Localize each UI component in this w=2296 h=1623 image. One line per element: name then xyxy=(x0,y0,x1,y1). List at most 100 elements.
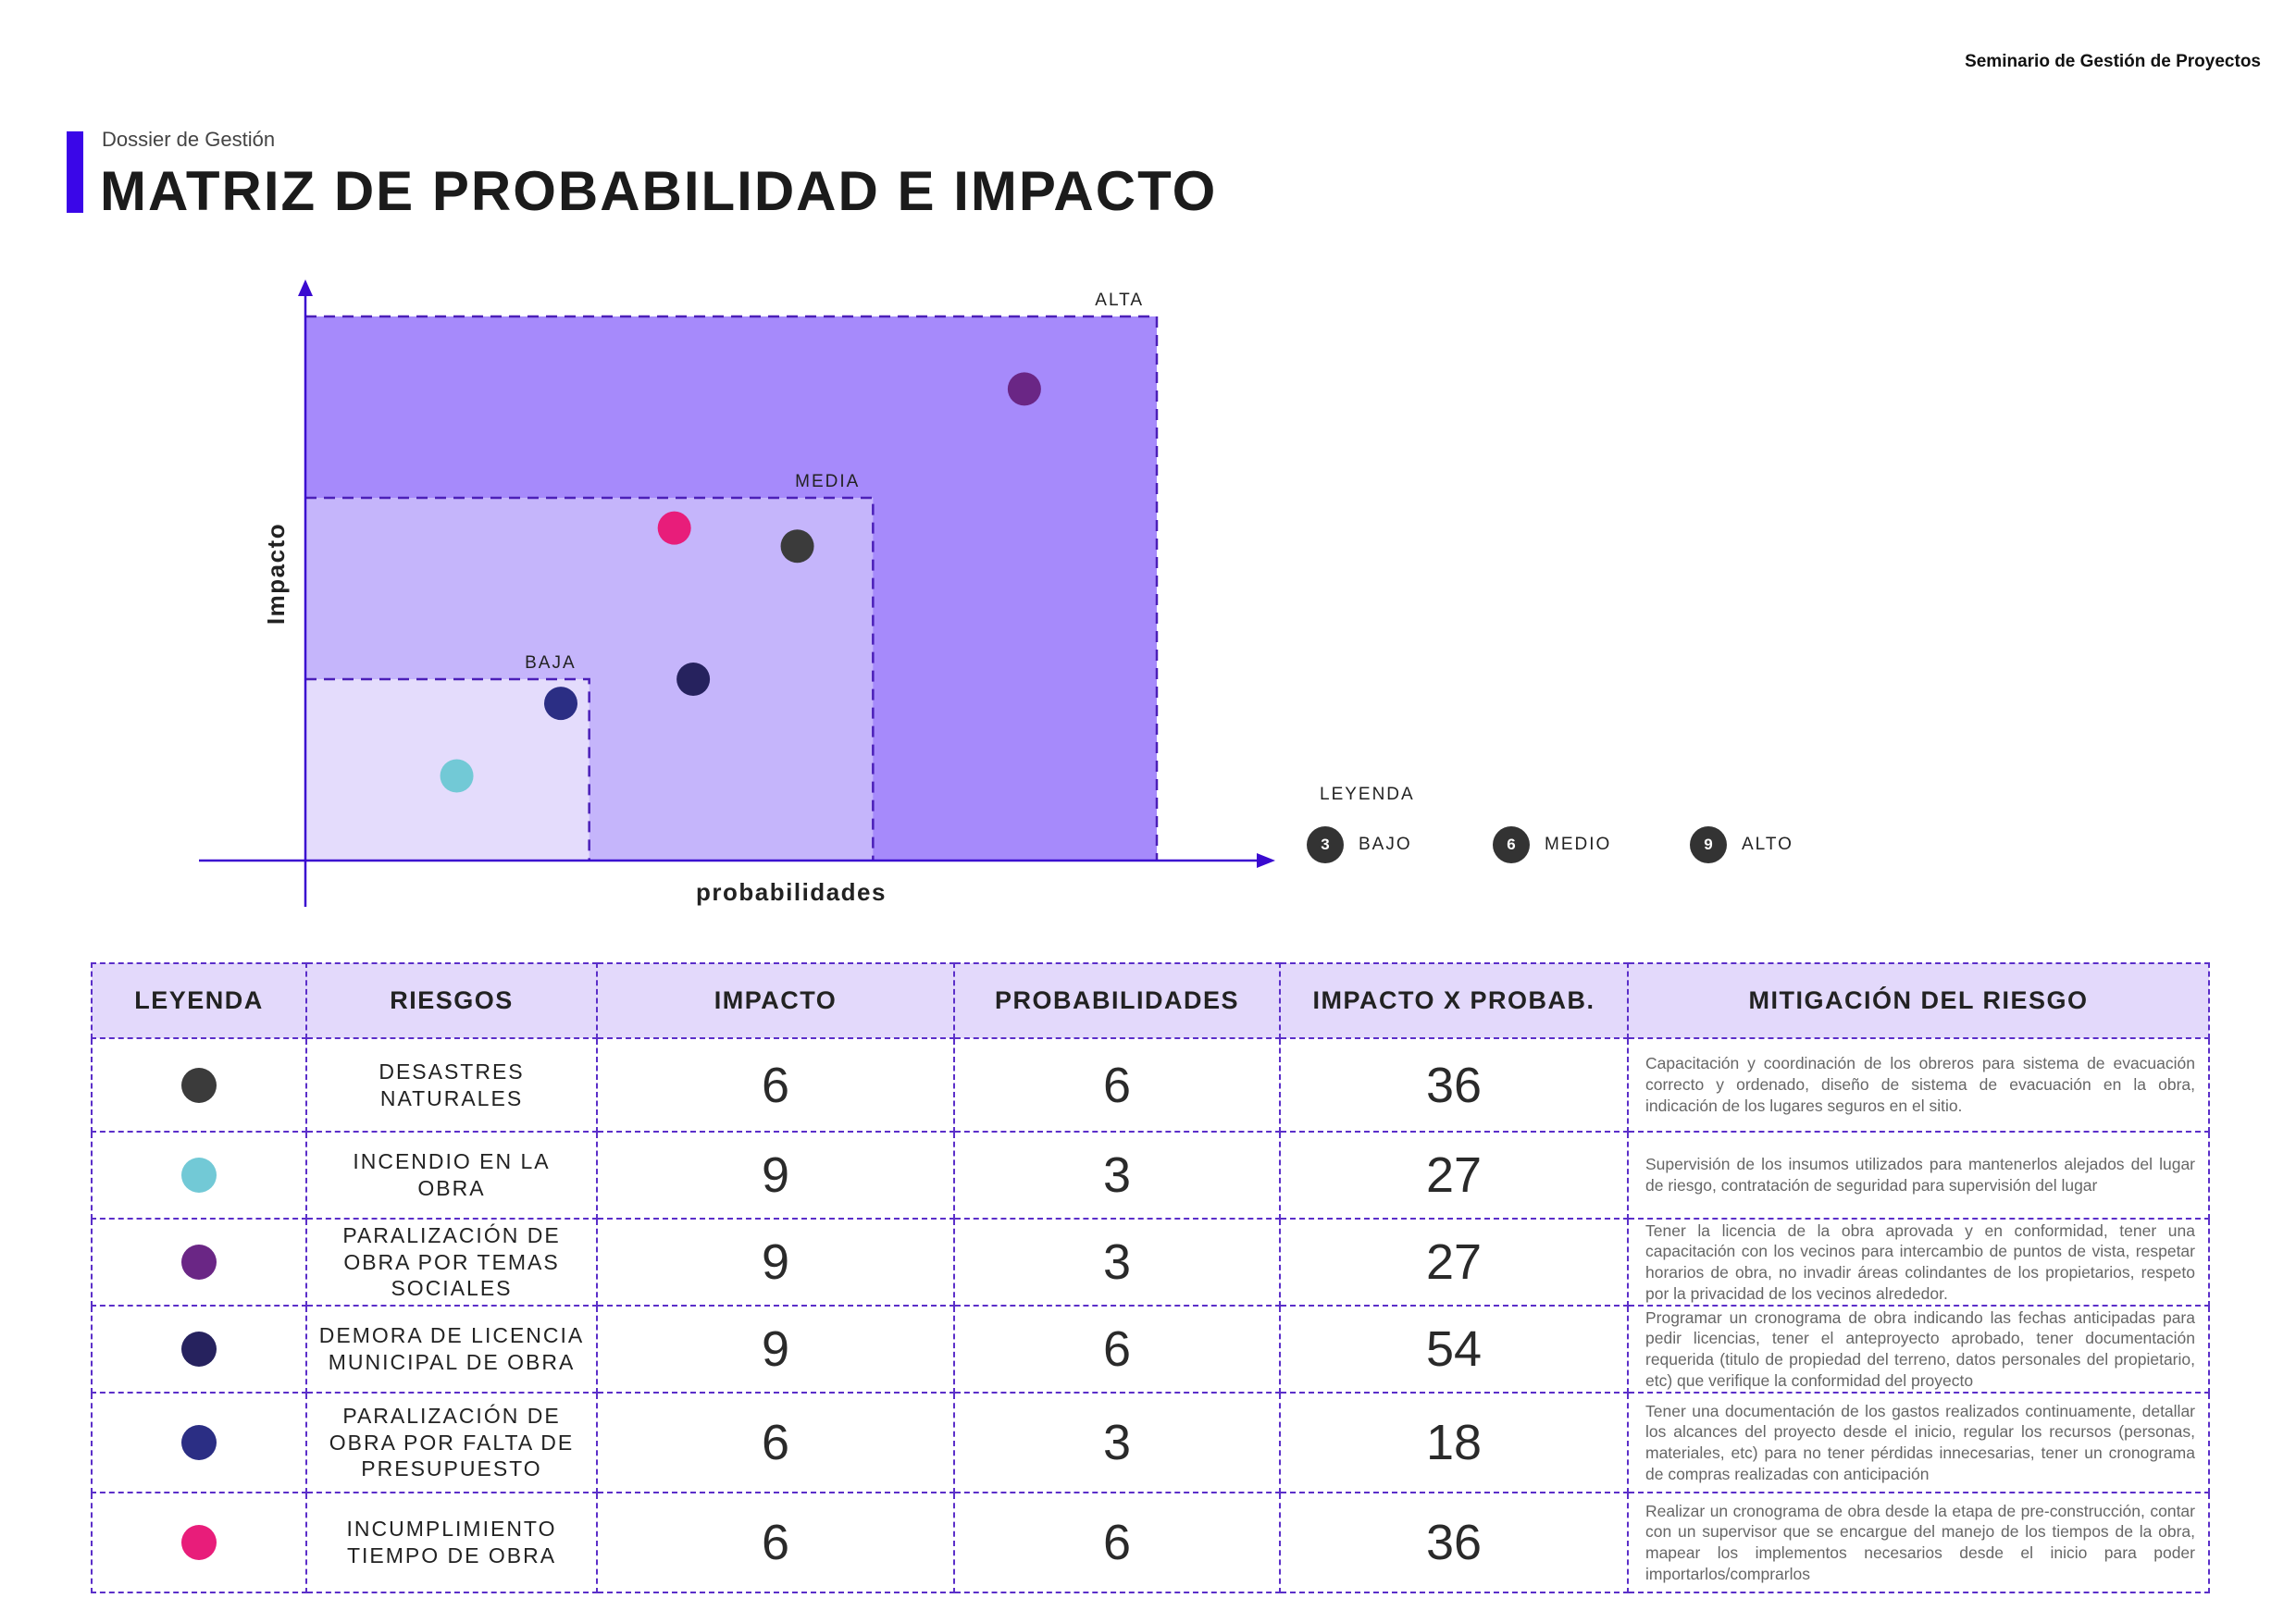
y-axis-arrow xyxy=(298,279,313,296)
risk-cell: INCENDIO EN LA OBRA xyxy=(305,1131,598,1220)
impact-value: 6 xyxy=(761,1415,790,1470)
table-row: INCENDIO EN LA OBRA 9 3 27 Supervisión de lo… xyxy=(91,1131,2210,1220)
legend-cell xyxy=(91,1392,307,1493)
risk-name: INCUMPLIMIENTO TIEMPO DE OBRA xyxy=(346,1517,557,1567)
risk-point xyxy=(780,529,814,564)
legend-cell xyxy=(91,1218,307,1307)
impact-cell: 9 xyxy=(596,1218,955,1307)
mitigation-cell: Supervisión de los insumos utilizados pa… xyxy=(1627,1131,2210,1220)
risk-name: PARALIZACIÓN DE OBRA POR FALTA DE PRESUP… xyxy=(329,1403,575,1481)
legend-item-alto: 9 ALTO xyxy=(1690,826,1793,863)
risk-point xyxy=(657,511,691,545)
probability-value: 3 xyxy=(1102,1234,1132,1290)
risk-color-dot xyxy=(181,1332,217,1367)
mitigation-text: Programar un cronograma de obra indicand… xyxy=(1645,1307,2195,1390)
table-row: INCUMPLIMIENTO TIEMPO DE OBRA 6 6 36 Realiza… xyxy=(91,1492,2210,1593)
header-impacto: IMPACTO xyxy=(596,962,955,1039)
header-riesgos: RIESGOS xyxy=(305,962,598,1039)
zone-border-baja xyxy=(305,677,590,861)
mitigation-text: Tener la licencia de la obra aprovada y … xyxy=(1645,1220,2195,1303)
header-leyenda: LEYENDA xyxy=(91,962,307,1039)
score-value: 36 xyxy=(1425,1515,1483,1570)
risk-table: LEYENDA RIESGOS IMPACTO PROBABILIDADES I… xyxy=(91,962,2210,1593)
zone-label-baja: BAJA xyxy=(525,653,577,673)
mitigation-text: Tener una documentación de los gastos re… xyxy=(1645,1401,2195,1483)
probability-value: 3 xyxy=(1102,1415,1132,1470)
impact-value: 6 xyxy=(761,1057,790,1113)
risk-color-dot xyxy=(181,1425,217,1460)
probability-value: 6 xyxy=(1102,1057,1132,1113)
risk-color-dot xyxy=(181,1245,217,1280)
y-axis-label: Impacto xyxy=(262,523,290,625)
score-cell: 27 xyxy=(1279,1218,1629,1307)
course-title: Seminario de Gestión de Proyectos xyxy=(1965,52,2261,71)
impact-cell: 9 xyxy=(596,1305,955,1394)
legend-cell xyxy=(91,1037,307,1133)
table-header-row: LEYENDA RIESGOS IMPACTO PROBABILIDADES I… xyxy=(91,962,2210,1039)
impact-cell: 6 xyxy=(596,1037,955,1133)
zone-label-alta: ALTA xyxy=(1095,291,1144,310)
mitigation-cell: Tener la licencia de la obra aprovada y … xyxy=(1627,1218,2210,1307)
mitigation-cell: Tener una documentación de los gastos re… xyxy=(1627,1392,2210,1493)
x-axis-arrow xyxy=(1257,853,1275,868)
impact-value: 9 xyxy=(761,1147,790,1203)
mitigation-cell: Programar un cronograma de obra indicand… xyxy=(1627,1305,2210,1394)
risk-cell: DEMORA DE LICENCIA MUNICIPAL DE OBRA xyxy=(305,1305,598,1394)
risk-color-dot xyxy=(181,1525,217,1560)
risk-name: DESASTRES NATURALES xyxy=(379,1059,525,1110)
legend-badge: 3 xyxy=(1307,826,1344,863)
header-impacto-x-prob: IMPACTO X PROBAB. xyxy=(1279,962,1629,1039)
probability-cell: 3 xyxy=(953,1218,1281,1307)
impact-value: 6 xyxy=(761,1515,790,1570)
page-title: MATRIZ DE PROBABILIDAD E IMPACTO xyxy=(100,160,1218,222)
risk-point xyxy=(676,663,711,696)
legend-cell xyxy=(91,1131,307,1220)
legend-text: BAJO xyxy=(1359,835,1412,854)
risk-point xyxy=(1007,372,1041,406)
mitigation-cell: Realizar un cronograma de obra desde la … xyxy=(1627,1492,2210,1593)
legend-item-medio: 6 MEDIO xyxy=(1493,826,1611,863)
risk-color-dot xyxy=(181,1158,217,1193)
score-cell: 36 xyxy=(1279,1037,1629,1133)
probability-cell: 6 xyxy=(953,1037,1281,1133)
impact-cell: 9 xyxy=(596,1131,955,1220)
table-row: PARALIZACIÓN DE OBRA POR FALTA DE PRESUP… xyxy=(91,1392,2210,1493)
score-value: 36 xyxy=(1425,1057,1483,1113)
risk-name: PARALIZACIÓN DE OBRA POR TEMAS SOCIALES xyxy=(342,1222,561,1301)
probability-cell: 3 xyxy=(953,1131,1281,1220)
table-row: PARALIZACIÓN DE OBRA POR TEMAS SOCIALES 9… xyxy=(91,1218,2210,1307)
probability-cell: 6 xyxy=(953,1492,1281,1593)
zone-label-media: MEDIA xyxy=(795,472,860,491)
impact-value: 9 xyxy=(761,1321,790,1377)
risk-matrix-chart: ALTA MEDIA BAJA probabilidades Impacto xyxy=(199,279,1275,907)
risk-cell: PARALIZACIÓN DE OBRA POR FALTA DE PRESUP… xyxy=(305,1392,598,1493)
risk-cell: PARALIZACIÓN DE OBRA POR TEMAS SOCIALES xyxy=(305,1218,598,1307)
probability-cell: 3 xyxy=(953,1392,1281,1493)
risk-name: DEMORA DE LICENCIA MUNICIPAL DE OBRA xyxy=(318,1323,585,1374)
mitigation-cell: Capacitación y coordinación de los obrer… xyxy=(1627,1037,2210,1133)
legend-label: LEYENDA xyxy=(1320,785,1415,804)
risk-cell: DESASTRES NATURALES xyxy=(305,1037,598,1133)
score-value: 18 xyxy=(1425,1415,1483,1470)
legend-text: MEDIO xyxy=(1545,835,1612,854)
accent-bar xyxy=(67,131,83,213)
score-cell: 18 xyxy=(1279,1392,1629,1493)
risk-cell: INCUMPLIMIENTO TIEMPO DE OBRA xyxy=(305,1492,598,1593)
mitigation-text: Realizar un cronograma de obra desde la … xyxy=(1645,1501,2195,1583)
probability-value: 3 xyxy=(1102,1147,1132,1203)
risk-point xyxy=(440,759,474,793)
legend-cell xyxy=(91,1305,307,1394)
zone-border-media xyxy=(305,496,875,861)
risk-color-dot xyxy=(181,1067,217,1103)
score-value: 27 xyxy=(1425,1234,1483,1290)
impact-cell: 6 xyxy=(596,1492,955,1593)
table-row: DESASTRES NATURALES 6 6 36 Capacitación y co… xyxy=(91,1037,2210,1133)
score-cell: 36 xyxy=(1279,1492,1629,1593)
header-probabilidades: PROBABILIDADES xyxy=(953,962,1281,1039)
risk-point xyxy=(544,687,577,721)
x-axis-label: probabilidades xyxy=(696,878,887,906)
mitigation-text: Capacitación y coordinación de los obrer… xyxy=(1645,1054,2195,1115)
score-value: 27 xyxy=(1425,1147,1483,1203)
zone-border-alta xyxy=(305,315,1159,861)
score-cell: 27 xyxy=(1279,1131,1629,1220)
